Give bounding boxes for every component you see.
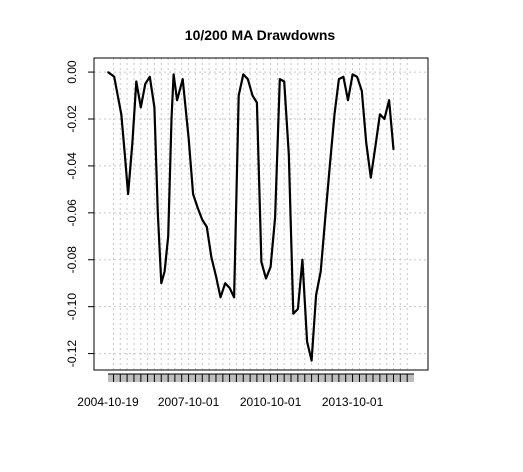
data-point bbox=[187, 136, 190, 139]
data-point bbox=[237, 94, 240, 97]
data-point bbox=[120, 113, 123, 116]
data-point bbox=[251, 94, 254, 97]
data-point bbox=[256, 101, 258, 104]
series-line bbox=[107, 71, 395, 362]
x-axis-band bbox=[108, 374, 414, 382]
data-point bbox=[369, 176, 372, 179]
data-point bbox=[374, 146, 377, 148]
y-tick-label: -0.08 bbox=[65, 246, 79, 274]
data-point bbox=[329, 165, 331, 167]
data-point bbox=[292, 312, 295, 315]
data-point bbox=[269, 265, 272, 268]
data-point bbox=[156, 212, 159, 214]
x-tick-label: 2010-10-01 bbox=[240, 395, 302, 409]
data-point bbox=[206, 226, 208, 228]
axes: 0.00 -0.02 -0.04 -0.06 -0.08 -0.10 -0.12 2004-1… bbox=[65, 60, 414, 409]
data-point bbox=[338, 78, 340, 80]
data-point bbox=[181, 78, 184, 80]
data-point bbox=[228, 287, 231, 289]
data-point bbox=[219, 296, 222, 299]
data-point bbox=[351, 73, 354, 76]
data-point bbox=[242, 73, 245, 76]
x-tick-label: 2007-10-01 bbox=[158, 395, 220, 409]
data-point bbox=[107, 71, 109, 73]
data-point bbox=[383, 118, 386, 120]
y-tick-label: -0.12 bbox=[65, 340, 79, 368]
data-point bbox=[333, 113, 336, 116]
data-point bbox=[131, 141, 134, 144]
series-layer bbox=[107, 71, 395, 362]
data-point bbox=[324, 216, 327, 219]
plot-frame bbox=[93, 57, 429, 371]
data-point bbox=[347, 99, 349, 102]
y-tick-label: -0.06 bbox=[65, 199, 79, 227]
data-point bbox=[319, 270, 322, 273]
data-point bbox=[265, 277, 267, 280]
data-point bbox=[170, 118, 173, 120]
data-point bbox=[201, 219, 204, 221]
chart-title: 10/200 MA Drawdowns bbox=[185, 27, 336, 43]
data-point bbox=[283, 80, 285, 83]
y-tick-label: 0.00 bbox=[65, 60, 79, 84]
data-point bbox=[392, 148, 395, 151]
data-point bbox=[247, 78, 249, 80]
data-point bbox=[144, 83, 147, 85]
data-point bbox=[315, 294, 317, 296]
data-point bbox=[342, 75, 345, 78]
data-point bbox=[224, 282, 226, 285]
data-point bbox=[140, 106, 142, 109]
data-point bbox=[149, 75, 151, 78]
x-tick-label: 2004-10-19 bbox=[77, 395, 139, 409]
y-tick-label: -0.02 bbox=[65, 105, 79, 133]
y-tick-label: -0.04 bbox=[65, 152, 79, 180]
data-point bbox=[379, 113, 381, 116]
data-point bbox=[167, 235, 169, 238]
data-point bbox=[233, 296, 235, 299]
data-point bbox=[356, 75, 358, 78]
data-point bbox=[210, 256, 213, 259]
data-point bbox=[278, 78, 281, 80]
data-point bbox=[287, 153, 290, 155]
data-point bbox=[113, 75, 116, 78]
data-point bbox=[135, 80, 138, 83]
data-point bbox=[153, 106, 156, 109]
data-point bbox=[306, 341, 308, 343]
grid bbox=[94, 58, 428, 370]
data-point bbox=[310, 359, 313, 362]
data-point bbox=[274, 216, 276, 219]
data-point bbox=[176, 99, 178, 102]
data-point bbox=[196, 207, 199, 209]
data-point bbox=[360, 90, 363, 92]
data-point bbox=[192, 193, 194, 195]
y-tick-label: -0.10 bbox=[65, 293, 79, 321]
data-point bbox=[172, 73, 175, 76]
data-point bbox=[163, 270, 166, 273]
data-point bbox=[388, 99, 390, 102]
data-point bbox=[297, 308, 299, 310]
data-point bbox=[301, 258, 304, 261]
data-point bbox=[215, 275, 217, 277]
data-point bbox=[124, 153, 126, 155]
data-point bbox=[260, 261, 263, 263]
data-point bbox=[127, 193, 129, 195]
data-point bbox=[160, 282, 163, 285]
x-tick-label: 2013-10-01 bbox=[322, 395, 384, 409]
data-point bbox=[365, 141, 367, 144]
